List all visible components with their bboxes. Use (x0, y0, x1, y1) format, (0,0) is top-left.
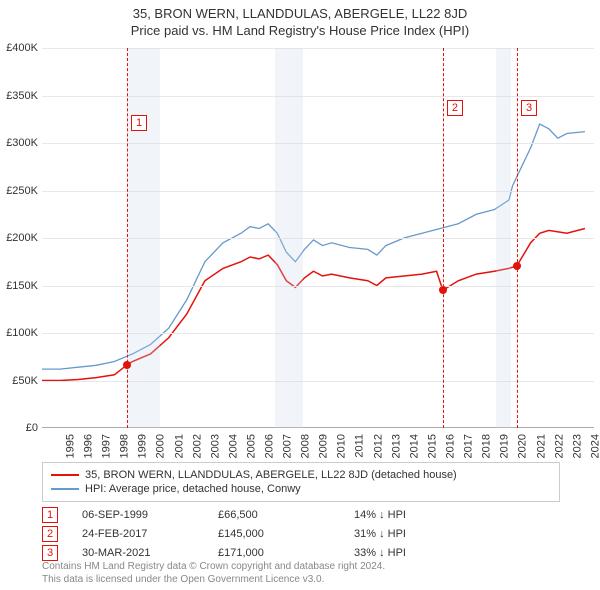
y-tick-label: £400K (0, 42, 38, 54)
sales-price: £66,500 (218, 509, 348, 521)
marker-box: 1 (131, 115, 147, 131)
footer-attribution: Contains HM Land Registry data © Crown c… (42, 560, 582, 586)
gridline (42, 96, 594, 97)
x-tick-label: 2022 (553, 434, 565, 458)
x-tick-label: 1998 (119, 434, 131, 458)
x-tick-label: 2015 (426, 434, 438, 458)
shaded-band (275, 48, 302, 428)
chart-legend: 35, BRON WERN, LLANDDULAS, ABERGELE, LL2… (42, 462, 560, 502)
legend-swatch-hpi (51, 488, 79, 490)
legend-item-hpi: HPI: Average price, detached house, Conw… (51, 483, 551, 495)
x-tick-label: 1995 (64, 434, 76, 458)
y-tick-label: £50K (0, 375, 38, 387)
sales-row: 1 06-SEP-1999 £66,500 14% ↓ HPI (42, 507, 582, 523)
sales-price: £145,000 (218, 528, 348, 540)
x-tick-label: 2014 (408, 434, 420, 458)
sales-delta: 31% ↓ HPI (354, 528, 484, 540)
x-tick-label: 2016 (445, 434, 457, 458)
x-tick-label: 1997 (101, 434, 113, 458)
marker-dot (513, 262, 521, 270)
x-tick-label: 2001 (173, 434, 185, 458)
y-tick-label: £150K (0, 280, 38, 292)
x-tick-label: 2012 (372, 434, 384, 458)
sales-delta: 14% ↓ HPI (354, 509, 484, 521)
x-axis-line (42, 427, 594, 428)
legend-label-property: 35, BRON WERN, LLANDDULAS, ABERGELE, LL2… (85, 469, 457, 481)
x-tick-label: 2006 (264, 434, 276, 458)
marker-vline (127, 48, 128, 428)
x-tick-label: 2020 (517, 434, 529, 458)
x-tick-label: 2000 (155, 434, 167, 458)
x-tick-label: 2019 (499, 434, 511, 458)
sales-date: 06-SEP-1999 (82, 509, 212, 521)
sales-marker-num: 2 (42, 526, 58, 542)
sales-price: £171,000 (218, 547, 348, 559)
gridline (42, 238, 594, 239)
shaded-band (127, 48, 160, 428)
legend-item-property: 35, BRON WERN, LLANDDULAS, ABERGELE, LL2… (51, 469, 551, 481)
marker-vline (443, 48, 444, 428)
sales-date: 24-FEB-2017 (82, 528, 212, 540)
x-tick-label: 2017 (463, 434, 475, 458)
shaded-band (496, 48, 510, 428)
y-tick-label: £100K (0, 327, 38, 339)
chart-subtitle: Price paid vs. HM Land Registry's House … (0, 21, 600, 38)
sales-row: 3 30-MAR-2021 £171,000 33% ↓ HPI (42, 545, 582, 561)
y-tick-label: £250K (0, 185, 38, 197)
x-tick-label: 2003 (209, 434, 221, 458)
sales-marker-num: 1 (42, 507, 58, 523)
x-tick-label: 1996 (83, 434, 95, 458)
marker-box: 2 (447, 100, 463, 116)
sales-row: 2 24-FEB-2017 £145,000 31% ↓ HPI (42, 526, 582, 542)
marker-box: 3 (521, 100, 537, 116)
x-tick-label: 2009 (318, 434, 330, 458)
gridline (42, 191, 594, 192)
x-tick-label: 2018 (481, 434, 493, 458)
y-tick-label: £200K (0, 232, 38, 244)
x-tick-label: 2013 (390, 434, 402, 458)
x-tick-label: 2021 (535, 434, 547, 458)
x-tick-label: 2005 (245, 434, 257, 458)
legend-swatch-property (51, 474, 79, 476)
x-tick-label: 2004 (227, 434, 239, 458)
marker-vline (517, 48, 518, 428)
x-tick-label: 2007 (282, 434, 294, 458)
y-tick-label: £350K (0, 90, 38, 102)
footer-line2: This data is licensed under the Open Gov… (42, 573, 582, 586)
sales-delta: 33% ↓ HPI (354, 547, 484, 559)
legend-label-hpi: HPI: Average price, detached house, Conw… (85, 483, 301, 495)
gridline (42, 48, 594, 49)
gridline (42, 143, 594, 144)
y-tick-label: £300K (0, 137, 38, 149)
sales-table: 1 06-SEP-1999 £66,500 14% ↓ HPI 2 24-FEB-2017… (42, 504, 582, 564)
x-tick-label: 2008 (300, 434, 312, 458)
x-tick-label: 1999 (137, 434, 149, 458)
marker-dot (123, 361, 131, 369)
chart-title: 35, BRON WERN, LLANDDULAS, ABERGELE, LL2… (0, 0, 600, 21)
y-tick-label: £0 (0, 422, 38, 434)
chart-plot-area: £0£50K£100K£150K£200K£250K£300K£350K£400… (42, 48, 594, 428)
marker-dot (439, 286, 447, 294)
x-tick-label: 2002 (191, 434, 203, 458)
gridline (42, 333, 594, 334)
sales-marker-num: 3 (42, 545, 58, 561)
gridline (42, 286, 594, 287)
footer-line1: Contains HM Land Registry data © Crown c… (42, 560, 582, 573)
x-tick-label: 2024 (589, 434, 600, 458)
x-tick-label: 2010 (336, 434, 348, 458)
x-tick-label: 2011 (353, 434, 365, 458)
gridline (42, 381, 594, 382)
sales-date: 30-MAR-2021 (82, 547, 212, 559)
x-tick-label: 2023 (571, 434, 583, 458)
